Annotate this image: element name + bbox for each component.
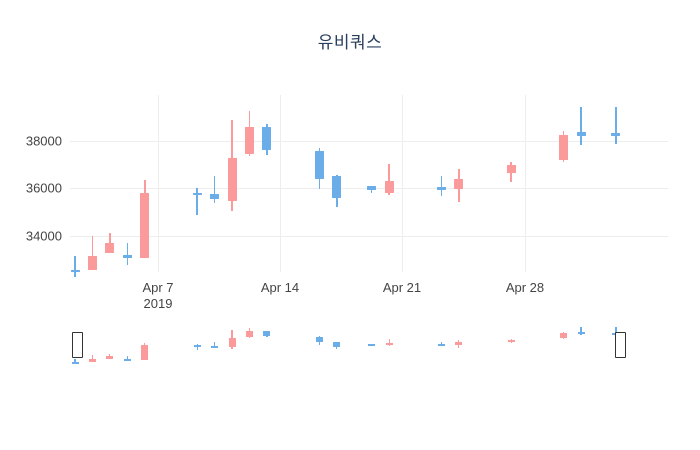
rangeslider-candle-body xyxy=(123,358,131,361)
rangeslider-candle-body xyxy=(385,342,393,346)
rangeslider-candle-body xyxy=(263,331,271,337)
rangeslider-candle-body xyxy=(88,359,96,363)
rangeslider-candle-body xyxy=(228,338,236,348)
candle-wick xyxy=(196,188,198,216)
candle-body[interactable] xyxy=(332,176,342,198)
y-axis-tick: 38000 xyxy=(25,133,62,148)
candle-wick xyxy=(388,164,390,196)
rangeslider-candle-wick xyxy=(214,341,216,348)
rangeslider-candle-body xyxy=(71,362,79,365)
rangeslider-candle-body xyxy=(211,345,219,348)
y-axis-tick: 34000 xyxy=(25,228,62,243)
candle-wick xyxy=(213,176,216,204)
rangeslider-candle-body xyxy=(507,339,515,342)
rangeslider-candle-wick xyxy=(580,327,582,336)
candle-body[interactable] xyxy=(245,127,254,154)
candle-body[interactable] xyxy=(210,193,220,199)
candle-body[interactable] xyxy=(611,133,621,136)
chart-title: 유비쿼스 xyxy=(317,33,383,52)
candle-wick xyxy=(615,107,617,145)
rangeslider-candle-body xyxy=(368,343,376,346)
candle-body[interactable] xyxy=(314,151,324,179)
rangeslider-candle-body xyxy=(560,332,568,339)
rangeslider-candle-body xyxy=(437,344,445,347)
candle-body[interactable] xyxy=(105,242,115,254)
candle-body[interactable] xyxy=(384,180,394,193)
rangeslider-candle-wick xyxy=(440,341,443,347)
rangeslider-candle-body xyxy=(193,345,201,348)
rangeslider-candle-body xyxy=(246,331,253,338)
candle-body[interactable] xyxy=(87,255,97,270)
gridline-vertical xyxy=(280,95,281,272)
candle-body[interactable] xyxy=(506,165,516,173)
candle-body[interactable] xyxy=(559,134,569,160)
x-axis-tick: Apr 21 xyxy=(382,280,422,295)
gridline-horizontal xyxy=(70,236,668,237)
rangeslider-candle-wick xyxy=(615,327,617,335)
rangeslider-candle-body xyxy=(455,342,463,345)
rangeslider-candle-wick xyxy=(91,354,94,363)
gridline-vertical xyxy=(525,95,526,272)
gridline-horizontal xyxy=(70,141,668,142)
x-axis-tick: Apr 28 xyxy=(505,280,545,295)
y-axis-tick: 36000 xyxy=(25,180,62,196)
x-axis-tick: Apr 14 xyxy=(260,280,300,295)
rangeslider-candle-body xyxy=(141,345,149,360)
rangeslider-candle-body xyxy=(106,356,114,359)
candle-wick xyxy=(126,242,129,266)
candle-body[interactable] xyxy=(122,254,132,259)
gridline-vertical xyxy=(402,95,403,272)
rangeslider-candle-wick xyxy=(74,359,76,364)
gridline-vertical xyxy=(158,95,159,272)
rangeslider-candle-wick xyxy=(126,356,128,362)
candle-body[interactable] xyxy=(70,269,80,273)
rangeslider-handle-right[interactable] xyxy=(615,332,626,358)
candle-body[interactable] xyxy=(140,192,150,259)
rangeslider-candle-body xyxy=(333,341,341,347)
candle-wick xyxy=(74,255,76,278)
candle-body[interactable] xyxy=(367,185,377,191)
candle-body[interactable] xyxy=(436,186,446,191)
rangeslider-handle-left[interactable] xyxy=(72,332,83,358)
rangeslider-candle-wick xyxy=(388,339,390,346)
candle-body[interactable] xyxy=(454,178,464,190)
candle-wick xyxy=(580,107,582,146)
rangeslider-candle-body xyxy=(577,332,585,335)
candle-body[interactable] xyxy=(227,158,237,202)
candle-body[interactable] xyxy=(576,132,586,136)
candle-wick xyxy=(91,235,94,270)
candle-body[interactable] xyxy=(262,127,272,150)
rangeslider-candle-body xyxy=(315,336,323,343)
candle-body[interactable] xyxy=(192,192,202,196)
x-axis-tick: Apr 7 2019 xyxy=(142,280,174,311)
candle-wick xyxy=(440,176,443,197)
